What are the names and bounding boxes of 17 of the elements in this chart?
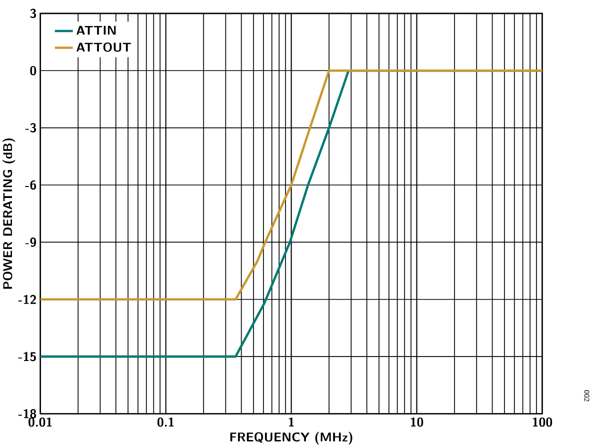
- y-tick-label: -18: [18, 409, 36, 419]
- legend-label: ATTIN: [76, 26, 116, 35]
- y-tick-label: -6: [25, 180, 36, 190]
- y-tick-label: -9: [25, 238, 36, 248]
- y-tick-label: -12: [18, 295, 36, 304]
- x-tick-label: 100: [532, 418, 552, 427]
- y-tick-label: -15: [18, 352, 36, 362]
- y-tick-label: -3: [25, 123, 36, 133]
- x-tick-label: 10: [410, 418, 424, 427]
- legend-label: ATTOUT: [76, 42, 131, 52]
- x-tick-label: 1: [288, 418, 294, 427]
- y-tick-label: 3: [30, 8, 36, 18]
- x-tick-label: 0.01: [28, 418, 52, 427]
- y-tick-label: 0: [30, 66, 36, 76]
- x-axis-title: FREQUENCY (MHz): [230, 432, 352, 445]
- x-tick-label: 0.1: [157, 418, 174, 427]
- y-axis-title: POWER DERATING (dB): [2, 138, 16, 289]
